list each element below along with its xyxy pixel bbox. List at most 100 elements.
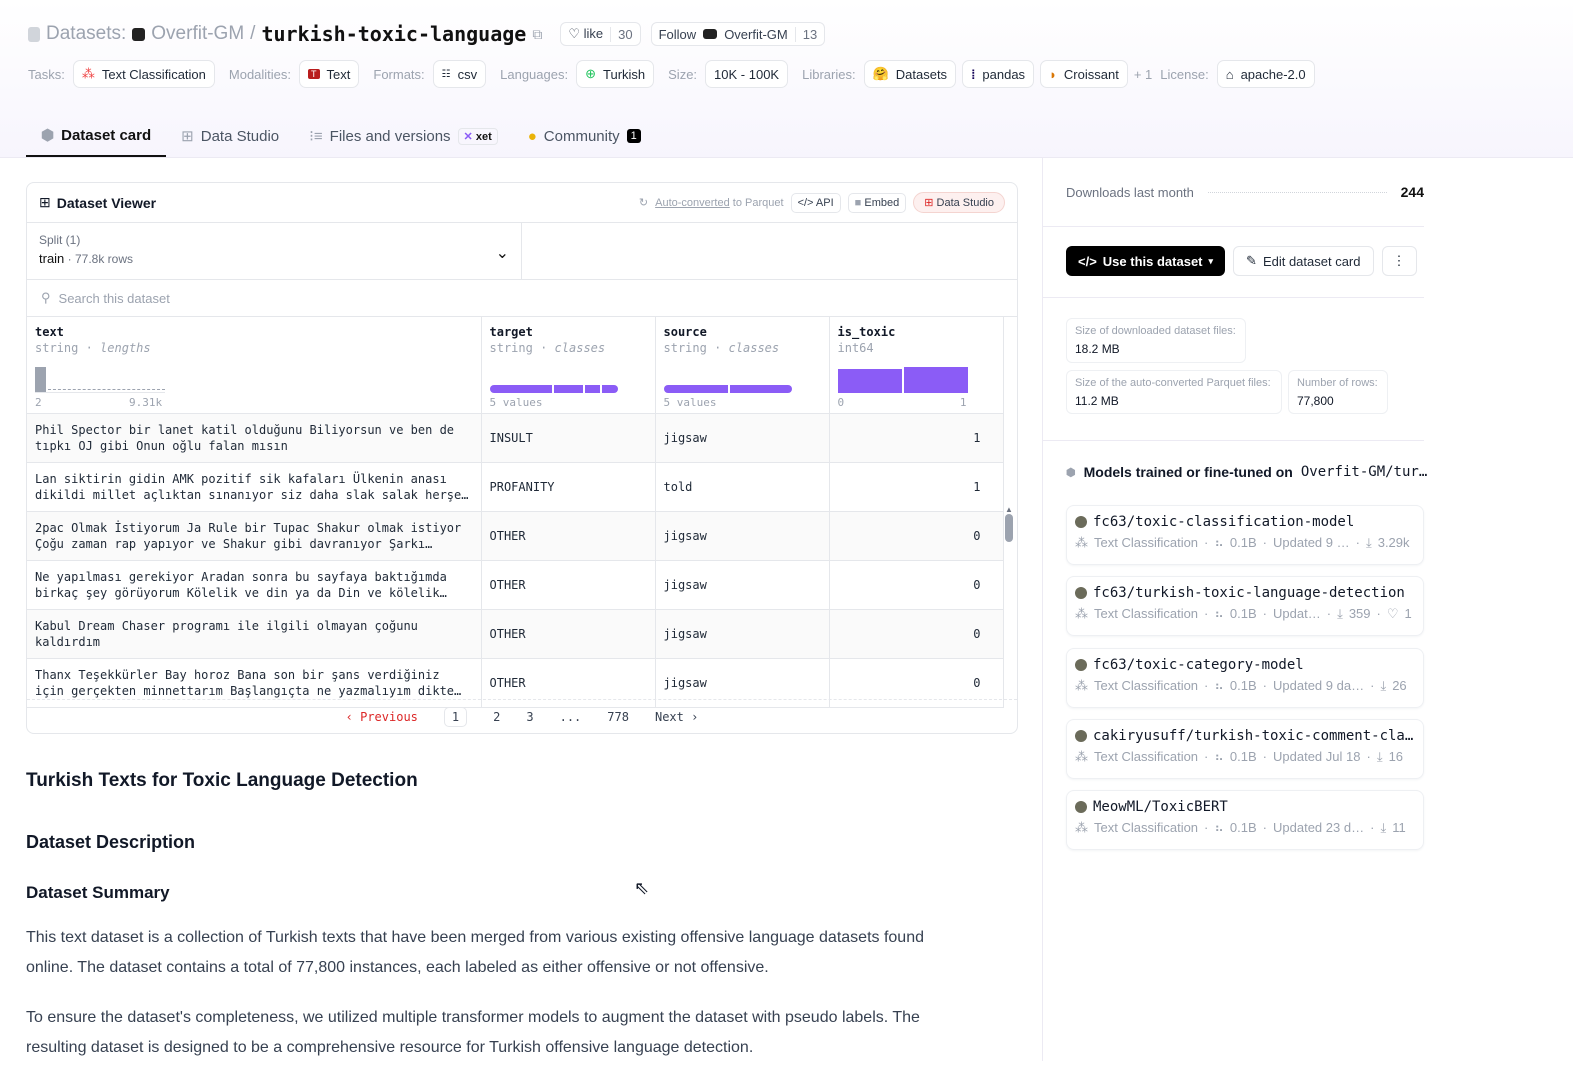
split-select[interactable]: Split (1) train · 77.8k rows ⌄ xyxy=(27,223,522,279)
cell-text[interactable]: Lan siktirin gidin AMK pozitif sik kafal… xyxy=(27,462,482,512)
search-input[interactable]: ⚲ Search this dataset xyxy=(27,280,1017,317)
dataset-name[interactable]: turkish-toxic-language xyxy=(261,22,527,46)
download-icon: ⤓ xyxy=(1337,606,1343,621)
tag-task[interactable]: ⁂ Text Classification xyxy=(72,60,215,88)
model-name: fc63/toxic-category-model xyxy=(1093,657,1304,673)
viewer-title: Dataset Viewer xyxy=(56,194,157,211)
cell-text[interactable]: Phil Spector bir lanet katil olduğunu Bi… xyxy=(27,413,482,463)
cell-target[interactable]: OTHER xyxy=(481,511,656,561)
edit-dataset-card-button[interactable]: ✎ Edit dataset card xyxy=(1233,246,1374,276)
dataset-card: Turkish Texts for Toxic Language Detecti… xyxy=(26,770,966,1083)
owner-link[interactable]: Overfit-GM xyxy=(151,23,245,44)
cell-is-toxic[interactable]: 1 xyxy=(829,413,1004,463)
cell-source[interactable]: jigsaw xyxy=(655,609,830,659)
section-heading: Dataset Description xyxy=(26,832,196,852)
page-778[interactable]: 778 xyxy=(607,709,629,724)
tab-files-and-versions[interactable]: ⁝≡ Files and versions ✕ xet xyxy=(294,115,513,157)
cell-source[interactable]: jigsaw xyxy=(655,413,830,463)
column-header-source[interactable]: source string · classes 5 values xyxy=(655,317,830,414)
params-icon: ⠦ xyxy=(1214,606,1224,621)
table-row[interactable]: 2pac Olmak İstiyorum Ja Rule bir Tupac S… xyxy=(27,511,1004,561)
cell-target[interactable]: PROFANITY xyxy=(481,462,656,512)
model-card[interactable]: cakiryusuff/turkish-toxic-comment-cla… ⁂… xyxy=(1066,719,1424,779)
embed-button[interactable]: ■ Embed xyxy=(847,192,907,213)
cell-target[interactable]: OTHER xyxy=(481,560,656,610)
histogram-bar[interactable] xyxy=(837,368,902,393)
histogram-bar[interactable] xyxy=(903,366,968,393)
heart-icon: ♡ xyxy=(1386,606,1399,621)
data-studio-button[interactable]: ⊞ Data Studio xyxy=(913,192,1005,213)
class-bar[interactable] xyxy=(489,384,552,393)
dataset-icon xyxy=(28,26,40,42)
like-button[interactable]: ♡ like 30 xyxy=(560,22,641,46)
page-3[interactable]: 3 xyxy=(526,709,534,724)
table-row[interactable]: Lan siktirin gidin AMK pozitif sik kafal… xyxy=(27,462,1004,512)
tab-dataset-card[interactable]: ⬢ Dataset card xyxy=(26,115,167,157)
auto-converted-link[interactable]: Auto-converted xyxy=(655,196,730,209)
model-icon: ⬢ xyxy=(1066,466,1076,479)
model-card[interactable]: fc63/toxic-category-model ⁂ Text Classifi… xyxy=(1066,648,1424,708)
cell-source[interactable]: told xyxy=(655,462,830,512)
pagination: ‹ Previous 1 2 3 ... 778 Next › xyxy=(27,699,1017,733)
tag-size[interactable]: 10K - 100K xyxy=(705,60,789,88)
more-libraries[interactable]: + 1 xyxy=(1133,66,1153,82)
table-row[interactable]: Phil Spector bir lanet katil olduğunu Bi… xyxy=(27,413,1004,463)
paragraph: This text dataset is a collection of Tur… xyxy=(26,929,924,976)
tag-language[interactable]: ⊕ Turkish xyxy=(576,60,655,88)
cell-text[interactable]: Kabul Dream Chaser programı ile ilgili o… xyxy=(27,609,482,659)
cell-target[interactable]: OTHER xyxy=(481,609,656,659)
table-row[interactable]: Kabul Dream Chaser programı ile ilgili o… xyxy=(27,609,1004,659)
table-row[interactable]: Ne yapılması gerekiyor Aradan sonra bu s… xyxy=(27,560,1004,610)
cell-text[interactable]: Ne yapılması gerekiyor Aradan sonra bu s… xyxy=(27,560,482,610)
follow-button[interactable]: Follow Overfit-GM 13 xyxy=(650,22,826,46)
cell-source[interactable]: jigsaw xyxy=(655,511,830,561)
tag-format[interactable]: ☷ csv xyxy=(432,60,487,88)
model-card[interactable]: fc63/turkish-toxic-language-detection ⁂ T… xyxy=(1066,576,1424,636)
class-bar[interactable] xyxy=(584,384,600,393)
text-classification-icon: ⁂ xyxy=(1075,535,1088,550)
class-bar[interactable] xyxy=(729,384,792,393)
model-name: MeowML/ToxicBERT xyxy=(1093,799,1228,815)
more-options-button[interactable]: ⋮ xyxy=(1381,246,1417,276)
tag-library-croissant[interactable]: ◗ Croissant xyxy=(1040,60,1128,88)
cell-is-toxic[interactable]: 0 xyxy=(829,560,1004,610)
paragraph: To ensure the dataset's completeness, we… xyxy=(26,1009,920,1056)
cell-source[interactable]: jigsaw xyxy=(655,560,830,610)
model-card[interactable]: fc63/toxic-classification-model ⁂ Text Cl… xyxy=(1066,505,1424,565)
previous-page-button[interactable]: ‹ Previous xyxy=(345,709,418,724)
text-classification-icon: ⁂ xyxy=(1075,606,1088,621)
cell-is-toxic[interactable]: 0 xyxy=(829,511,1004,561)
copy-icon[interactable]: ⧉ xyxy=(532,25,543,42)
class-bar[interactable] xyxy=(553,384,583,393)
tag-library-pandas[interactable]: ⁞ pandas xyxy=(962,60,1035,88)
page-1[interactable]: 1 xyxy=(443,706,468,727)
scrollbar[interactable]: ▲▼ xyxy=(1005,505,1013,733)
cell-text[interactable]: 2pac Olmak İstiyorum Ja Rule bir Tupac S… xyxy=(27,511,482,561)
column-header-text[interactable]: text string · lengths 2 9.31k xyxy=(27,317,482,414)
cell-target[interactable]: INSULT xyxy=(481,413,656,463)
class-bar[interactable] xyxy=(663,384,728,393)
tab-data-studio[interactable]: ⊞ Data Studio xyxy=(181,127,280,146)
params-icon: ⠦ xyxy=(1214,678,1224,693)
model-name: fc63/toxic-classification-model xyxy=(1093,514,1355,530)
tag-license[interactable]: ⌂ apache-2.0 xyxy=(1216,60,1315,88)
column-header-target[interactable]: target string · classes 5 values xyxy=(481,317,656,414)
cell-is-toxic[interactable]: 0 xyxy=(829,609,1004,659)
model-card[interactable]: MeowML/ToxicBERT ⁂ Text Classification · ⠦ 0… xyxy=(1066,790,1424,850)
section-label[interactable]: Datasets: xyxy=(46,23,127,44)
org-avatar xyxy=(703,29,718,39)
next-page-button[interactable]: Next › xyxy=(654,709,699,724)
license-icon: ⌂ xyxy=(1225,66,1234,82)
cell-is-toxic[interactable]: 1 xyxy=(829,462,1004,512)
rows-stat: Number of rows: 77,800 xyxy=(1288,370,1388,414)
community-count: 1 xyxy=(626,129,641,143)
class-bar[interactable] xyxy=(601,384,618,393)
tab-community[interactable]: ● Community 1 xyxy=(513,115,656,157)
tag-library-datasets[interactable]: 🤗 Datasets xyxy=(863,60,957,88)
use-dataset-button[interactable]: </> Use this dataset ▾ xyxy=(1066,246,1226,276)
page-2[interactable]: 2 xyxy=(493,709,501,724)
api-button[interactable]: </> API xyxy=(790,192,841,213)
tag-modality[interactable]: T Text xyxy=(299,60,360,88)
search-icon: ⚲ xyxy=(41,290,51,305)
